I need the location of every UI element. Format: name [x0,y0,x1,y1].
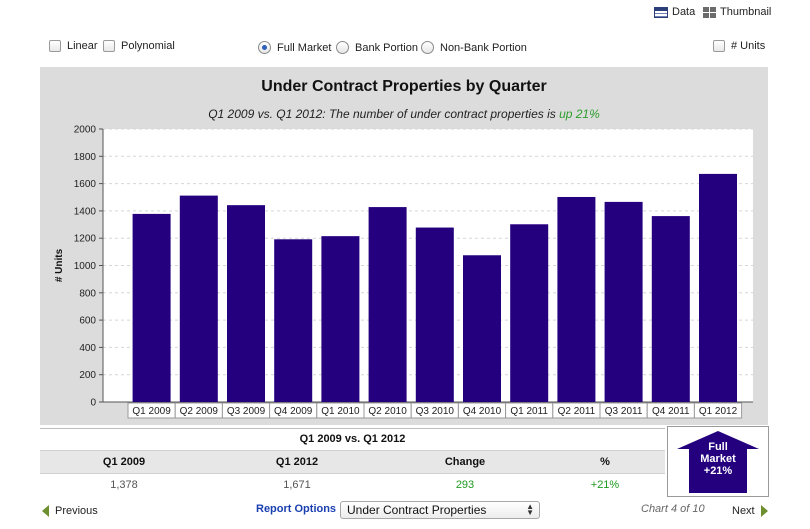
y-tick-label: 2000 [74,125,97,136]
x-tick-label: Q3 2010 [416,406,455,417]
x-tick-box [693,402,743,419]
non-bank-portion-option[interactable]: Non-Bank Portion [421,41,527,54]
x-tick-label: Q4 2011 [652,406,690,417]
polynomial-label: Polynomial [121,40,175,52]
polynomial-checkbox[interactable] [103,40,115,52]
bar [463,255,501,402]
table-icon [654,6,668,18]
bar [179,195,218,402]
linear-option[interactable]: Linear [49,40,98,52]
bar-chart: 0 200 400 600 800 1000 1200 1400 1600 1800 2000 # U… [54,125,753,419]
header-q1-2012: Q1 2012 [275,456,319,468]
full-market-label: Full Market [277,41,332,54]
select-arrows-icon: ▲ ▼ [526,502,534,517]
next-arrow-icon [760,505,768,517]
chart-subtitle-highlight: up 21% [559,107,600,121]
bar [321,236,360,402]
value-q1-2012: 1,671 [283,479,311,491]
thumbnail-view-label: Thumbnail [720,6,772,18]
units-checkbox[interactable] [713,40,725,52]
non-bank-portion-radio[interactable] [421,41,434,54]
full-market-badge [667,426,769,497]
bank-portion-label: Bank Portion [355,41,418,54]
header-q1-2009: Q1 2009 [102,456,146,468]
header-change: Change [444,456,486,468]
x-tick-label: Q1 2011 [510,406,548,417]
x-tick-label: Q3 2009 [227,406,266,417]
full-market-option[interactable]: Full Market [258,41,331,54]
polynomial-option[interactable]: Polynomial [103,40,175,52]
comparison-header-row [40,450,665,474]
x-tick-label: Q2 2009 [180,406,219,417]
y-tick-label: 1800 [74,152,97,163]
x-tick-label: Q4 2009 [274,406,313,417]
y-axis-title: # Units [54,248,65,282]
x-tick-label: Q1 2009 [132,406,171,417]
previous-arrow-icon [42,505,49,517]
units-label: # Units [731,40,766,52]
bar [557,196,596,402]
bar [510,224,549,402]
report-options-label: Report Options [256,503,337,515]
previous-label: Previous [55,505,98,517]
linear-label: Linear [67,40,98,52]
value-percent: +21% [590,479,620,491]
report-select[interactable]: Under Contract Properties ▲ ▼ [340,501,540,519]
value-change: 293 [455,479,475,491]
data-view-label: Data [672,6,696,18]
value-q1-2009: 1,378 [110,479,138,491]
report-select-value: Under Contract Properties [347,503,487,517]
y-tick-label: 1400 [74,206,97,217]
y-tick-label: 1200 [74,234,97,245]
bar [227,205,265,402]
x-tick-label: Q1 2010 [321,406,360,417]
y-tick-label: 200 [79,370,96,381]
non-bank-portion-label: Non-Bank Portion [440,41,527,54]
header-percent: % [600,456,610,468]
chart-subtitle: Q1 2009 vs. Q1 2012: The number of under… [40,107,768,121]
comparison-title: Q1 2009 vs. Q1 2012 [299,433,406,445]
chart-title: Under Contract Properties by Quarter [261,78,547,95]
chart-counter: Chart 4 of 10 [641,503,705,515]
bar [132,213,171,402]
data-view-toggle[interactable]: Data [654,6,695,18]
previous-button[interactable]: Previous [42,505,98,517]
x-tick-label: Q2 2010 [368,406,407,417]
comparison-table [40,428,665,494]
y-tick-label: 400 [79,343,96,354]
y-tick-label: 800 [79,288,96,299]
chart-subtitle-text: Q1 2009 vs. Q1 2012: The number of under… [208,107,560,121]
x-tick-label: Q1 2012 [699,406,738,417]
y-tick-label: 1600 [74,179,97,190]
badge-text: Full Market +21% [667,441,769,477]
y-tick-label: 1000 [74,261,97,272]
bar [368,207,407,402]
next-label: Next [732,505,755,517]
full-market-radio[interactable] [258,41,271,54]
bar [415,227,454,402]
bank-portion-option[interactable]: Bank Portion [336,41,418,54]
bank-portion-radio[interactable] [336,41,349,54]
x-tick-label: Q2 2011 [558,406,596,417]
bar [274,239,313,402]
thumbnail-view-toggle[interactable]: Thumbnail [703,6,771,18]
badge-line-2: Market [700,453,736,465]
units-option[interactable]: # Units [713,40,765,52]
x-tick-label: Q3 2011 [605,406,643,417]
bar [651,216,690,402]
next-button[interactable]: Next [732,505,768,517]
badge-line-3: +21% [703,465,733,477]
bar [699,173,737,402]
grid-icon [703,6,716,18]
linear-checkbox[interactable] [49,40,61,52]
up-arrow-icon [677,431,759,493]
badge-line-1: Full [708,441,728,453]
y-tick-label: 600 [79,316,96,327]
y-tick-label: 0 [90,398,96,409]
bar [604,201,643,402]
x-tick-label: Q4 2010 [463,406,502,417]
